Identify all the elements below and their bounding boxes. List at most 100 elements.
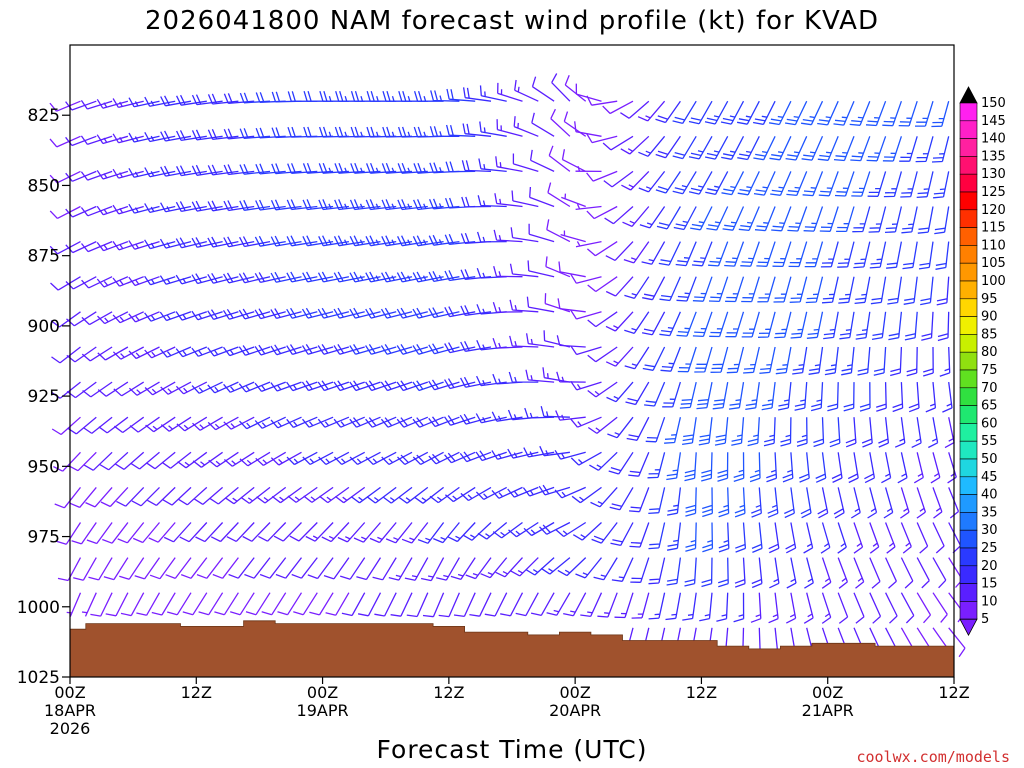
wind-barb-line [365, 235, 397, 247]
wind-barb-line [774, 311, 792, 339]
wind-barb-line [871, 311, 887, 341]
wind-barb-line [366, 91, 397, 102]
wind-barb [884, 522, 896, 554]
wind-barb-line [881, 452, 892, 484]
wind-barb-line [798, 452, 810, 483]
wind-barb-line [685, 522, 697, 552]
colorbar-label: 150 [981, 96, 1006, 111]
wind-barb-line [587, 416, 618, 434]
wind-barb-line [545, 256, 571, 278]
wind-barb-line [785, 136, 808, 161]
wind-barb-line [676, 276, 697, 302]
wind-barb [882, 136, 903, 162]
wind-barb-line [82, 381, 113, 398]
wind-barb [827, 382, 839, 412]
wind-barb [258, 522, 287, 542]
wind-barb [480, 557, 508, 579]
wind-barb [821, 557, 832, 589]
wind-barb-line [771, 206, 792, 232]
wind-barb [801, 136, 824, 161]
wind-barb-line [333, 235, 365, 247]
wind-barb [286, 344, 318, 356]
wind-barb [784, 487, 795, 519]
wind-barb-line [805, 276, 824, 304]
wind-barb-line [496, 119, 523, 137]
wind-barb [208, 451, 239, 468]
wind-barb-line [718, 557, 729, 588]
wind-barb [491, 450, 523, 460]
x-tick-label: 19APR [297, 701, 349, 720]
wind-barb [175, 381, 208, 395]
wind-barb-line [510, 227, 539, 243]
wind-barb [899, 136, 918, 162]
wind-barb-line [239, 451, 271, 467]
wind-barb [939, 346, 951, 377]
wind-barb [256, 486, 287, 504]
wind-barb [530, 592, 555, 617]
colorbar-legend: 5101520253035404550556065707580859095100… [959, 86, 1006, 637]
wind-barb [823, 311, 839, 340]
wind-barb [886, 241, 903, 269]
wind-barb-line [688, 100, 713, 125]
wind-barb-line [656, 206, 681, 230]
wind-barb [586, 205, 618, 220]
wind-barb [179, 522, 208, 543]
wind-barb-line [176, 130, 207, 142]
wind-barb [182, 592, 208, 616]
wind-barb [83, 451, 113, 471]
wind-barb-line [602, 135, 634, 151]
wind-barb-line [738, 206, 760, 232]
wind-barb-line [882, 100, 903, 127]
wind-barb-line [557, 298, 586, 313]
wind-barb [396, 307, 428, 319]
wind-barb-line [228, 557, 255, 579]
wind-barb-line [191, 237, 223, 248]
wind-barb-line [696, 381, 713, 410]
wind-barb [319, 486, 350, 504]
wind-barb [916, 171, 934, 199]
wind-barb [302, 271, 334, 283]
wind-barb [160, 165, 192, 177]
wind-barb-line [629, 522, 650, 548]
wind-barb [691, 241, 713, 267]
wind-barb [829, 417, 841, 448]
wind-barb [270, 308, 302, 320]
wind-barb-line [854, 276, 871, 305]
wind-barb-line [772, 241, 792, 268]
wind-barb-line [624, 346, 650, 370]
wind-barb [270, 344, 302, 356]
wind-barb-line [555, 410, 586, 421]
wind-barb-line [692, 276, 713, 302]
wind-barb-line [509, 299, 539, 313]
wind-barb-line [837, 522, 847, 554]
wind-barb-line [301, 307, 334, 319]
colorbar-label: 105 [981, 256, 1006, 271]
wind-barb [88, 557, 113, 581]
wind-barb-line [144, 131, 176, 143]
wind-barb [853, 557, 865, 589]
wind-barb [756, 241, 776, 267]
colorbar-label: 70 [981, 381, 998, 396]
wind-barb-line [900, 522, 912, 554]
wind-barb-line [495, 156, 523, 173]
wind-barb [479, 121, 507, 137]
wind-barb-line [886, 241, 903, 269]
x-tick-label: 00Z [559, 683, 590, 702]
wind-barb [734, 557, 746, 588]
wind-barb-line [786, 171, 808, 197]
wind-barb [406, 592, 429, 618]
wind-barb-line [114, 451, 145, 470]
wind-barb-line [529, 186, 555, 208]
wind-barb [850, 136, 871, 162]
colorbar-label: 20 [981, 559, 998, 574]
wind-barb-line [883, 487, 894, 519]
wind-barb-line [750, 592, 762, 623]
wind-barb-line [870, 276, 887, 305]
wind-barb [510, 227, 539, 243]
wind-barb [509, 299, 539, 313]
wind-barb [749, 452, 761, 483]
wind-barb-line [429, 162, 460, 174]
wind-barb [916, 592, 932, 624]
wind-barb-line [433, 522, 460, 544]
wind-barb [318, 235, 350, 247]
